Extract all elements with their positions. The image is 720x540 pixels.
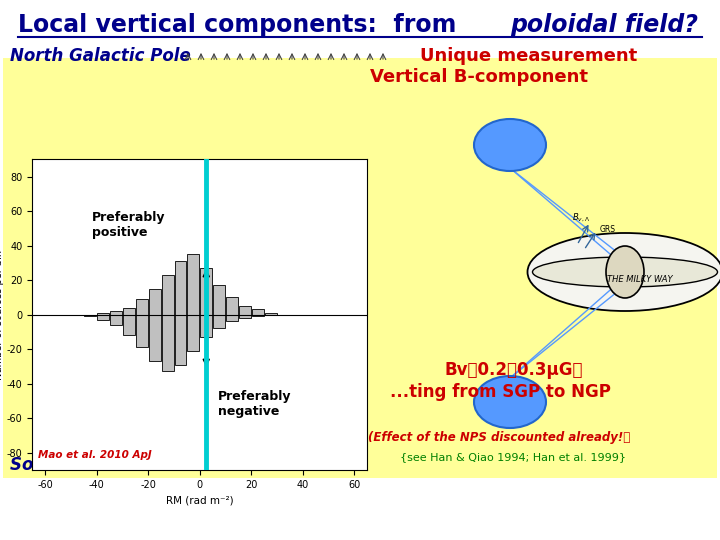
Bar	[97, 314, 109, 320]
Text: {see Han & Qiao 1994; Han et al. 1999}: {see Han & Qiao 1994; Han et al. 1999}	[400, 452, 626, 462]
Text: (Effect of the NPS discounted already!）: (Effect of the NPS discounted already!）	[368, 430, 630, 443]
Bar	[162, 314, 174, 372]
Ellipse shape	[474, 119, 546, 171]
Bar	[252, 309, 264, 314]
Bar	[123, 314, 135, 335]
Bar	[187, 314, 199, 351]
Bar	[226, 314, 238, 321]
Bar	[252, 314, 264, 316]
Text: Bv＝0.2～0.3μG＿: Bv＝0.2～0.3μG＿	[445, 361, 583, 379]
Bar	[110, 311, 122, 314]
Text: ...ting from SGP to NGP: ...ting from SGP to NGP	[390, 383, 611, 401]
Text: Preferably
positive: Preferably positive	[91, 211, 165, 239]
Text: Unique measurement: Unique measurement	[420, 47, 637, 65]
Bar	[265, 313, 276, 314]
Bar	[226, 298, 238, 314]
Bar	[97, 313, 109, 314]
Ellipse shape	[528, 233, 720, 311]
Bar	[136, 314, 148, 347]
X-axis label: RM (rad m⁻²): RM (rad m⁻²)	[166, 495, 233, 505]
Bar	[213, 314, 225, 328]
Text: South Galactic Pole: South Galactic Pole	[10, 456, 192, 474]
Bar	[149, 314, 161, 361]
Text: Vertical B-component: Vertical B-component	[370, 68, 588, 86]
Bar	[136, 299, 148, 314]
Y-axis label: Number of sources per bin: Number of sources per bin	[0, 249, 4, 380]
Text: poloidal field?: poloidal field?	[510, 13, 698, 37]
Bar	[149, 289, 161, 314]
FancyBboxPatch shape	[3, 58, 717, 478]
Bar	[239, 314, 251, 318]
Bar	[110, 314, 122, 325]
Bar	[174, 261, 186, 314]
Ellipse shape	[533, 257, 718, 287]
Bar	[84, 314, 96, 316]
Text: GRS: GRS	[600, 225, 616, 234]
Bar	[213, 285, 225, 314]
Text: $B_{v,\Lambda}$: $B_{v,\Lambda}$	[572, 212, 590, 224]
Ellipse shape	[474, 376, 546, 428]
Bar	[174, 314, 186, 364]
Bar	[187, 254, 199, 314]
Text: Local vertical components:  from: Local vertical components: from	[18, 13, 456, 37]
Bar	[200, 268, 212, 314]
Bar	[123, 308, 135, 314]
Bar	[239, 306, 251, 314]
Bar	[162, 275, 174, 314]
Text: Preferably
negative: Preferably negative	[218, 390, 292, 418]
Ellipse shape	[606, 246, 644, 298]
Text: North Galactic Pole: North Galactic Pole	[10, 47, 191, 65]
Bar	[200, 314, 212, 337]
Text: THE MILKY WAY: THE MILKY WAY	[607, 275, 672, 285]
Text: Mao et al. 2010 ApJ: Mao et al. 2010 ApJ	[37, 450, 151, 460]
